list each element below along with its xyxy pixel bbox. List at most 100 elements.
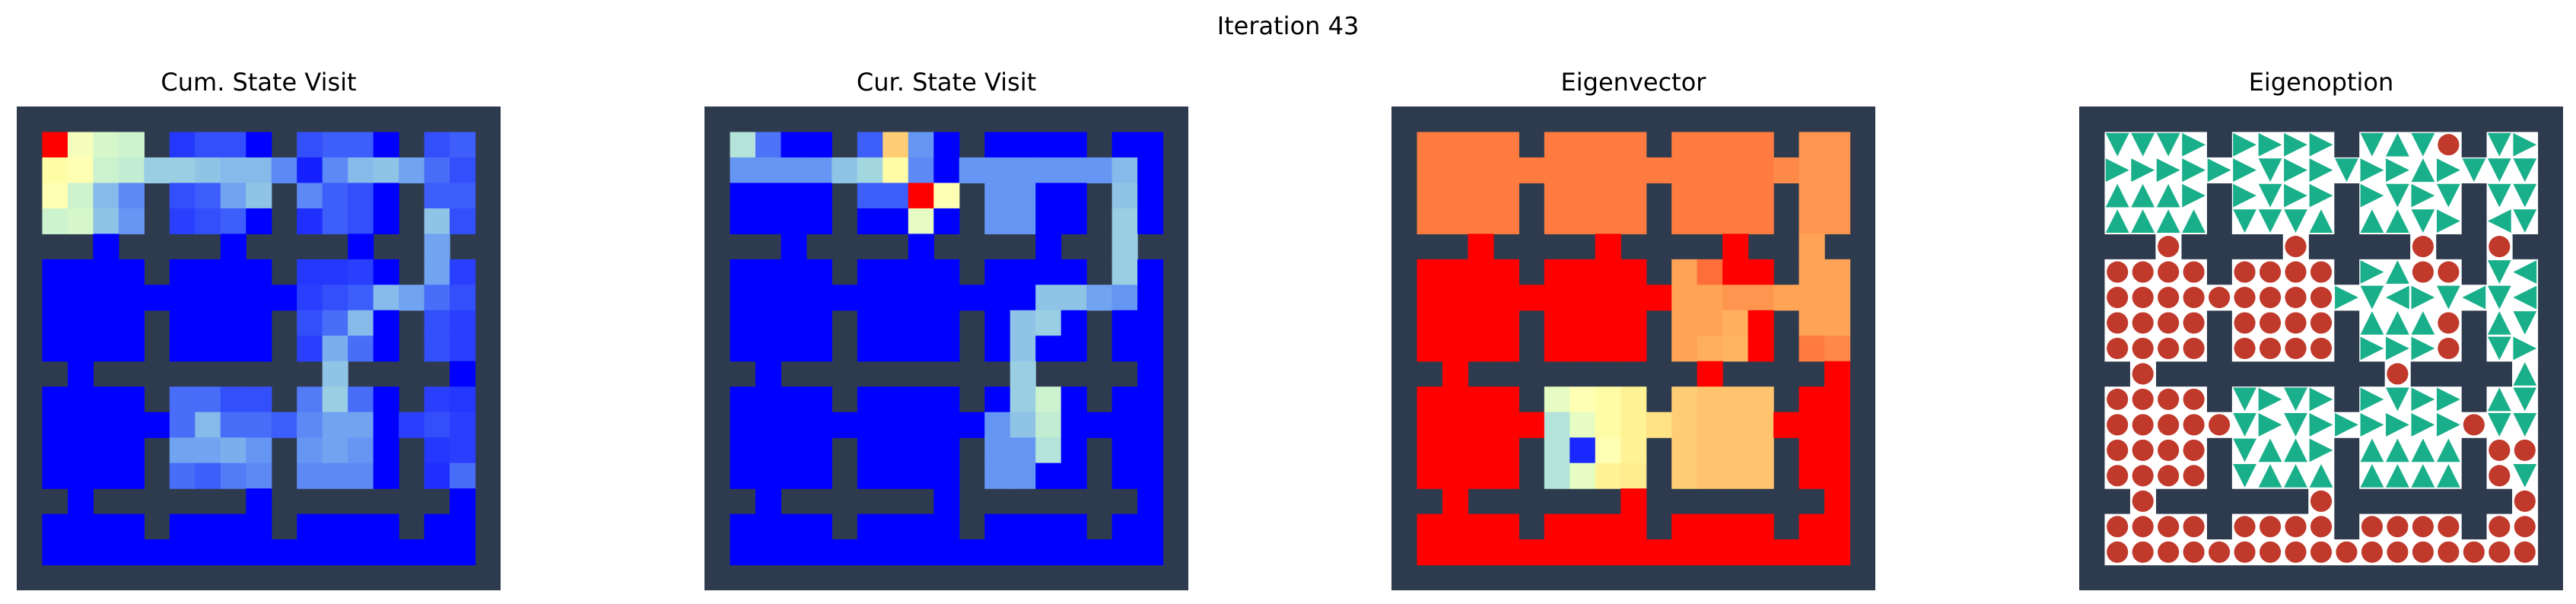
heatmap-cell (959, 539, 985, 566)
heatmap-cell (246, 335, 272, 362)
heatmap-cell (1544, 335, 1570, 362)
heatmap-cell (322, 412, 348, 438)
heatmap-cell (781, 412, 807, 438)
terminate-dot (2158, 439, 2180, 461)
heatmap-cell (1697, 310, 1723, 336)
policy-arrow (2487, 387, 2511, 412)
terminate-dot (2132, 388, 2154, 411)
heatmap-cell (450, 310, 476, 336)
heatmap-cell (1722, 183, 1749, 209)
heatmap-cell (832, 157, 858, 184)
policy-arrow (2513, 311, 2537, 335)
heatmap-cell (373, 132, 399, 158)
heatmap-cell (42, 513, 68, 540)
heatmap-cell (450, 539, 476, 566)
heatmap-cell (883, 513, 909, 540)
heatmap-cell (1671, 208, 1698, 234)
heatmap-cell (1569, 310, 1596, 336)
terminate-dot (2489, 236, 2511, 258)
heatmap-cell (93, 539, 119, 566)
terminate-dot (2183, 286, 2205, 309)
terminate-dot (2158, 414, 2180, 436)
policy-arrow (2411, 183, 2435, 208)
policy-arrow (2360, 336, 2384, 361)
heatmap-cell (1798, 335, 1825, 362)
heatmap-cell (195, 259, 221, 285)
cum-state-visit-heatmap (17, 106, 501, 590)
heatmap-cell (1468, 310, 1494, 336)
heatmap-cell (1824, 183, 1851, 209)
heatmap-cell (730, 335, 756, 362)
heatmap-cell (1111, 234, 1138, 260)
heatmap-cell (1111, 285, 1138, 311)
heatmap-cell (1569, 132, 1596, 158)
heatmap-cell (1519, 412, 1545, 438)
heatmap-cell (1035, 437, 1062, 464)
heatmap-cell (1569, 412, 1596, 438)
heatmap-cell (933, 132, 960, 158)
policy-arrow (2360, 183, 2384, 208)
heatmap-cell (1061, 132, 1087, 158)
heatmap-cell (297, 412, 323, 438)
terminate-dot (2489, 541, 2511, 563)
heatmap-cell (67, 386, 94, 413)
terminate-dot (2107, 261, 2129, 283)
heatmap-cell (1442, 361, 1469, 387)
heatmap-cell (984, 513, 1011, 540)
heatmap-cell (169, 335, 196, 362)
heatmap-cell (118, 335, 145, 362)
heatmap-cell (1595, 335, 1621, 362)
heatmap-cell (1417, 259, 1443, 285)
heatmap-cell (933, 386, 960, 413)
heatmap-cell (144, 412, 170, 438)
heatmap-cell (93, 285, 119, 311)
heatmap-cell (373, 386, 399, 413)
heatmap-cell (1544, 412, 1570, 438)
heatmap-cell (1620, 157, 1647, 184)
heatmap-cell (1824, 513, 1851, 540)
terminate-dot (2158, 261, 2180, 283)
heatmap-cell (1137, 310, 1164, 336)
heatmap-cell (220, 513, 246, 540)
heatmap-cell (1544, 513, 1570, 540)
heatmap-cell (42, 183, 68, 209)
heatmap-cell (1111, 412, 1138, 438)
heatmap-cell (322, 132, 348, 158)
heatmap-cell (1697, 437, 1723, 464)
terminate-dot (2107, 414, 2129, 436)
policy-arrow (2309, 209, 2333, 234)
heatmap-cell (271, 539, 297, 566)
terminate-dot (2361, 541, 2384, 563)
policy-arrow (2386, 132, 2409, 157)
heatmap-cell (144, 157, 170, 184)
policy-arrow (2487, 285, 2511, 310)
heatmap-cell (1722, 412, 1749, 438)
heatmap-cell (169, 513, 196, 540)
policy-arrow (2233, 463, 2256, 488)
heatmap-cell (1137, 513, 1164, 540)
terminate-dot (2183, 465, 2205, 487)
eigenoption-grid (2079, 106, 2563, 590)
terminate-dot (2183, 516, 2205, 538)
heatmap-cell (781, 208, 807, 234)
heatmap-cell (1010, 412, 1036, 438)
terminate-dot (2514, 490, 2536, 512)
policy-arrow (2487, 183, 2511, 208)
heatmap-cell (984, 183, 1011, 209)
policy-arrow (2436, 209, 2460, 234)
heatmap-cell (322, 513, 348, 540)
heatmap-cell (1671, 539, 1698, 566)
heatmap-cell (1697, 208, 1723, 234)
heatmap-cell (908, 412, 934, 438)
heatmap-cell (1798, 386, 1825, 413)
heatmap-cell (806, 285, 832, 311)
heatmap-cell (348, 183, 374, 209)
terminate-dot (2107, 388, 2129, 411)
heatmap-cell (1620, 285, 1647, 311)
heatmap-cell (832, 285, 858, 311)
terminate-dot (2132, 286, 2154, 309)
heatmap-cell (42, 259, 68, 285)
policy-arrow (2284, 463, 2307, 488)
heatmap-cell (220, 208, 246, 234)
heatmap-cell (1086, 412, 1113, 438)
